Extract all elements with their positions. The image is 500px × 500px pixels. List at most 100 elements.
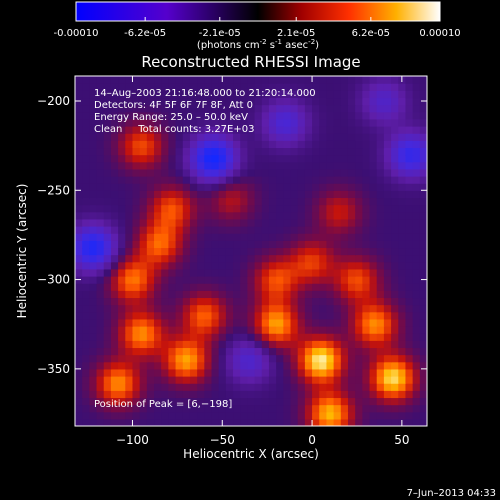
heatmap-cell bbox=[376, 276, 385, 284]
heatmap-cell bbox=[189, 283, 198, 291]
heatmap-cell bbox=[168, 240, 177, 249]
heatmap-cell bbox=[391, 247, 399, 256]
heatmap-cell bbox=[75, 190, 83, 199]
heatmap-cell bbox=[355, 397, 363, 406]
heatmap-cell bbox=[398, 176, 407, 184]
heatmap-cell bbox=[247, 104, 256, 113]
heatmap-cell bbox=[419, 354, 427, 363]
heatmap-cell bbox=[175, 161, 184, 170]
heatmap-cell bbox=[369, 404, 378, 413]
heatmap-cell bbox=[82, 376, 90, 384]
heatmap-cell bbox=[211, 161, 220, 170]
heatmap-cell bbox=[139, 83, 148, 91]
heatmap-cell bbox=[139, 190, 148, 199]
heatmap-cell bbox=[261, 247, 270, 256]
heatmap-cell bbox=[110, 254, 119, 263]
heatmap-cell bbox=[340, 218, 349, 227]
heatmap-cell bbox=[197, 333, 205, 341]
heatmap-cell bbox=[247, 297, 256, 306]
heatmap-cell bbox=[240, 311, 248, 320]
heatmap-cell bbox=[319, 397, 328, 406]
heatmap-cell bbox=[369, 254, 378, 263]
heatmap-cell bbox=[290, 326, 299, 334]
heatmap-cell bbox=[146, 411, 155, 420]
heatmap-cell bbox=[75, 361, 83, 370]
heatmap-cell bbox=[340, 83, 349, 91]
heatmap-cell bbox=[118, 311, 126, 320]
heatmap-cell bbox=[254, 404, 263, 413]
heatmap-cell bbox=[197, 211, 205, 220]
heatmap-cell bbox=[405, 340, 414, 349]
heatmap-cell bbox=[139, 333, 148, 341]
heatmap-cell bbox=[89, 368, 98, 377]
heatmap-cell bbox=[261, 233, 270, 241]
heatmap-cell bbox=[261, 297, 270, 306]
heatmap-cell bbox=[189, 361, 198, 370]
heatmap-cell bbox=[110, 383, 119, 391]
heatmap-cell bbox=[297, 333, 306, 341]
heatmap-cell bbox=[89, 254, 98, 263]
heatmap-cell bbox=[355, 218, 363, 227]
heatmap-cell bbox=[369, 361, 378, 370]
heatmap-cell bbox=[369, 297, 378, 306]
heatmap-cell bbox=[254, 247, 263, 256]
heatmap-cell bbox=[261, 361, 270, 370]
heatmap-cell bbox=[146, 311, 155, 320]
heatmap-cell bbox=[405, 226, 414, 234]
heatmap-cell bbox=[369, 304, 378, 313]
heatmap-cell bbox=[319, 326, 328, 334]
heatmap-cell bbox=[369, 133, 378, 141]
heatmap-cell bbox=[412, 340, 421, 349]
heatmap-cell bbox=[139, 268, 148, 277]
heatmap-cell bbox=[419, 90, 427, 99]
heatmap-cell bbox=[75, 218, 83, 227]
heatmap-cell bbox=[89, 118, 98, 127]
heatmap-cell bbox=[283, 154, 292, 163]
heatmap-cell bbox=[132, 283, 141, 291]
heatmap-cell bbox=[376, 190, 385, 199]
heatmap-cell bbox=[154, 168, 162, 177]
heatmap-cell bbox=[139, 254, 148, 263]
heatmap-cell bbox=[412, 290, 421, 299]
heatmap-cell bbox=[75, 318, 83, 327]
heatmap-cell bbox=[347, 354, 356, 363]
heatmap-cell bbox=[304, 418, 313, 426]
heatmap-cell bbox=[82, 211, 90, 220]
heatmap-cell bbox=[189, 140, 198, 149]
heatmap-cell bbox=[276, 183, 284, 191]
heatmap-cell bbox=[175, 204, 184, 213]
heatmap-cell bbox=[297, 318, 306, 327]
heatmap-cell bbox=[419, 376, 427, 384]
heatmap-cell bbox=[132, 268, 141, 277]
heatmap-cell bbox=[211, 418, 220, 426]
heatmap-cell bbox=[132, 111, 141, 120]
heatmap-cell bbox=[304, 168, 313, 177]
heatmap-cell bbox=[347, 211, 356, 220]
heatmap-cell bbox=[146, 161, 155, 170]
heatmap-cell bbox=[340, 233, 349, 241]
heatmap-cell bbox=[333, 140, 342, 149]
heatmap-cell bbox=[304, 147, 313, 156]
heatmap-cell bbox=[362, 268, 371, 277]
heatmap-cell bbox=[369, 340, 378, 349]
heatmap-cell bbox=[290, 90, 299, 99]
heatmap-cell bbox=[312, 133, 320, 141]
heatmap-cell bbox=[175, 333, 184, 341]
heatmap-cell bbox=[261, 218, 270, 227]
heatmap-cell bbox=[204, 247, 213, 256]
heatmap-cell bbox=[139, 161, 148, 170]
y-axis-label: Heliocentric Y (arcsec) bbox=[15, 184, 29, 319]
heatmap-cell bbox=[118, 340, 126, 349]
heatmap-cell bbox=[146, 290, 155, 299]
heatmap-cell bbox=[254, 261, 263, 270]
heatmap-cell bbox=[168, 297, 177, 306]
heatmap-cell bbox=[154, 76, 162, 84]
heatmap-cell bbox=[139, 126, 148, 134]
heatmap-cell bbox=[297, 197, 306, 206]
heatmap-cell bbox=[254, 211, 263, 220]
heatmap-cell bbox=[125, 297, 134, 306]
heatmap-cell bbox=[268, 297, 277, 306]
heatmap-cell bbox=[304, 161, 313, 170]
heatmap-cell bbox=[125, 183, 134, 191]
heatmap-cell bbox=[146, 383, 155, 391]
